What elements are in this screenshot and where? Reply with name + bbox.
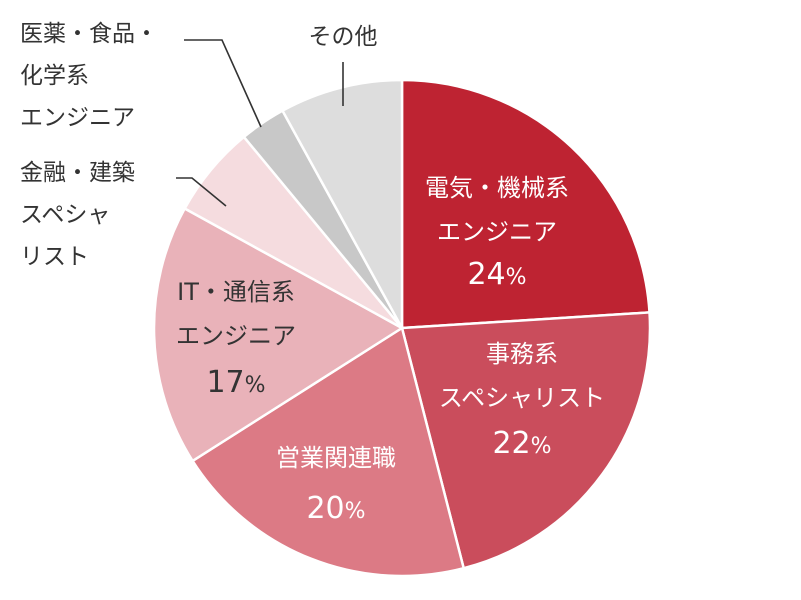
pie-slice (152, 206, 405, 463)
pie-slices (152, 78, 652, 578)
slice-label: 事務系 (486, 340, 558, 368)
pie-slice (400, 311, 652, 570)
slice-label: エンジニア (437, 218, 557, 246)
slice-label: 化学系 (20, 63, 89, 89)
slice-value-label: 24% (467, 257, 526, 292)
slice-label: スペシャ (20, 202, 110, 228)
slice-label: リスト (20, 244, 89, 270)
slice-label: その他 (309, 24, 378, 50)
pie-slice (280, 78, 404, 329)
slice-value-label: 22% (492, 426, 551, 461)
slice-label: 医薬・食品・ (20, 21, 158, 47)
slice-label: エンジニア (20, 105, 135, 131)
pie-slice (400, 78, 651, 330)
slice-label: 営業関連職 (276, 444, 396, 472)
slice-label: 電気・機械系 (425, 174, 569, 202)
slice-label: IT・通信系 (177, 278, 295, 306)
pie-labels: 電気・機械系エンジニア24%事務系スペシャリスト22%営業関連職20%IT・通信… (20, 21, 605, 526)
slice-value-label: 20% (306, 491, 365, 526)
slice-label: 金融・建築 (20, 160, 135, 186)
pie-slice (190, 326, 466, 578)
leader-line (184, 39, 262, 128)
leader-line (176, 177, 227, 207)
slice-label: エンジニア (176, 322, 296, 350)
slice-label: スペシャリスト (439, 384, 605, 412)
slice-value-label: 17% (206, 365, 265, 400)
